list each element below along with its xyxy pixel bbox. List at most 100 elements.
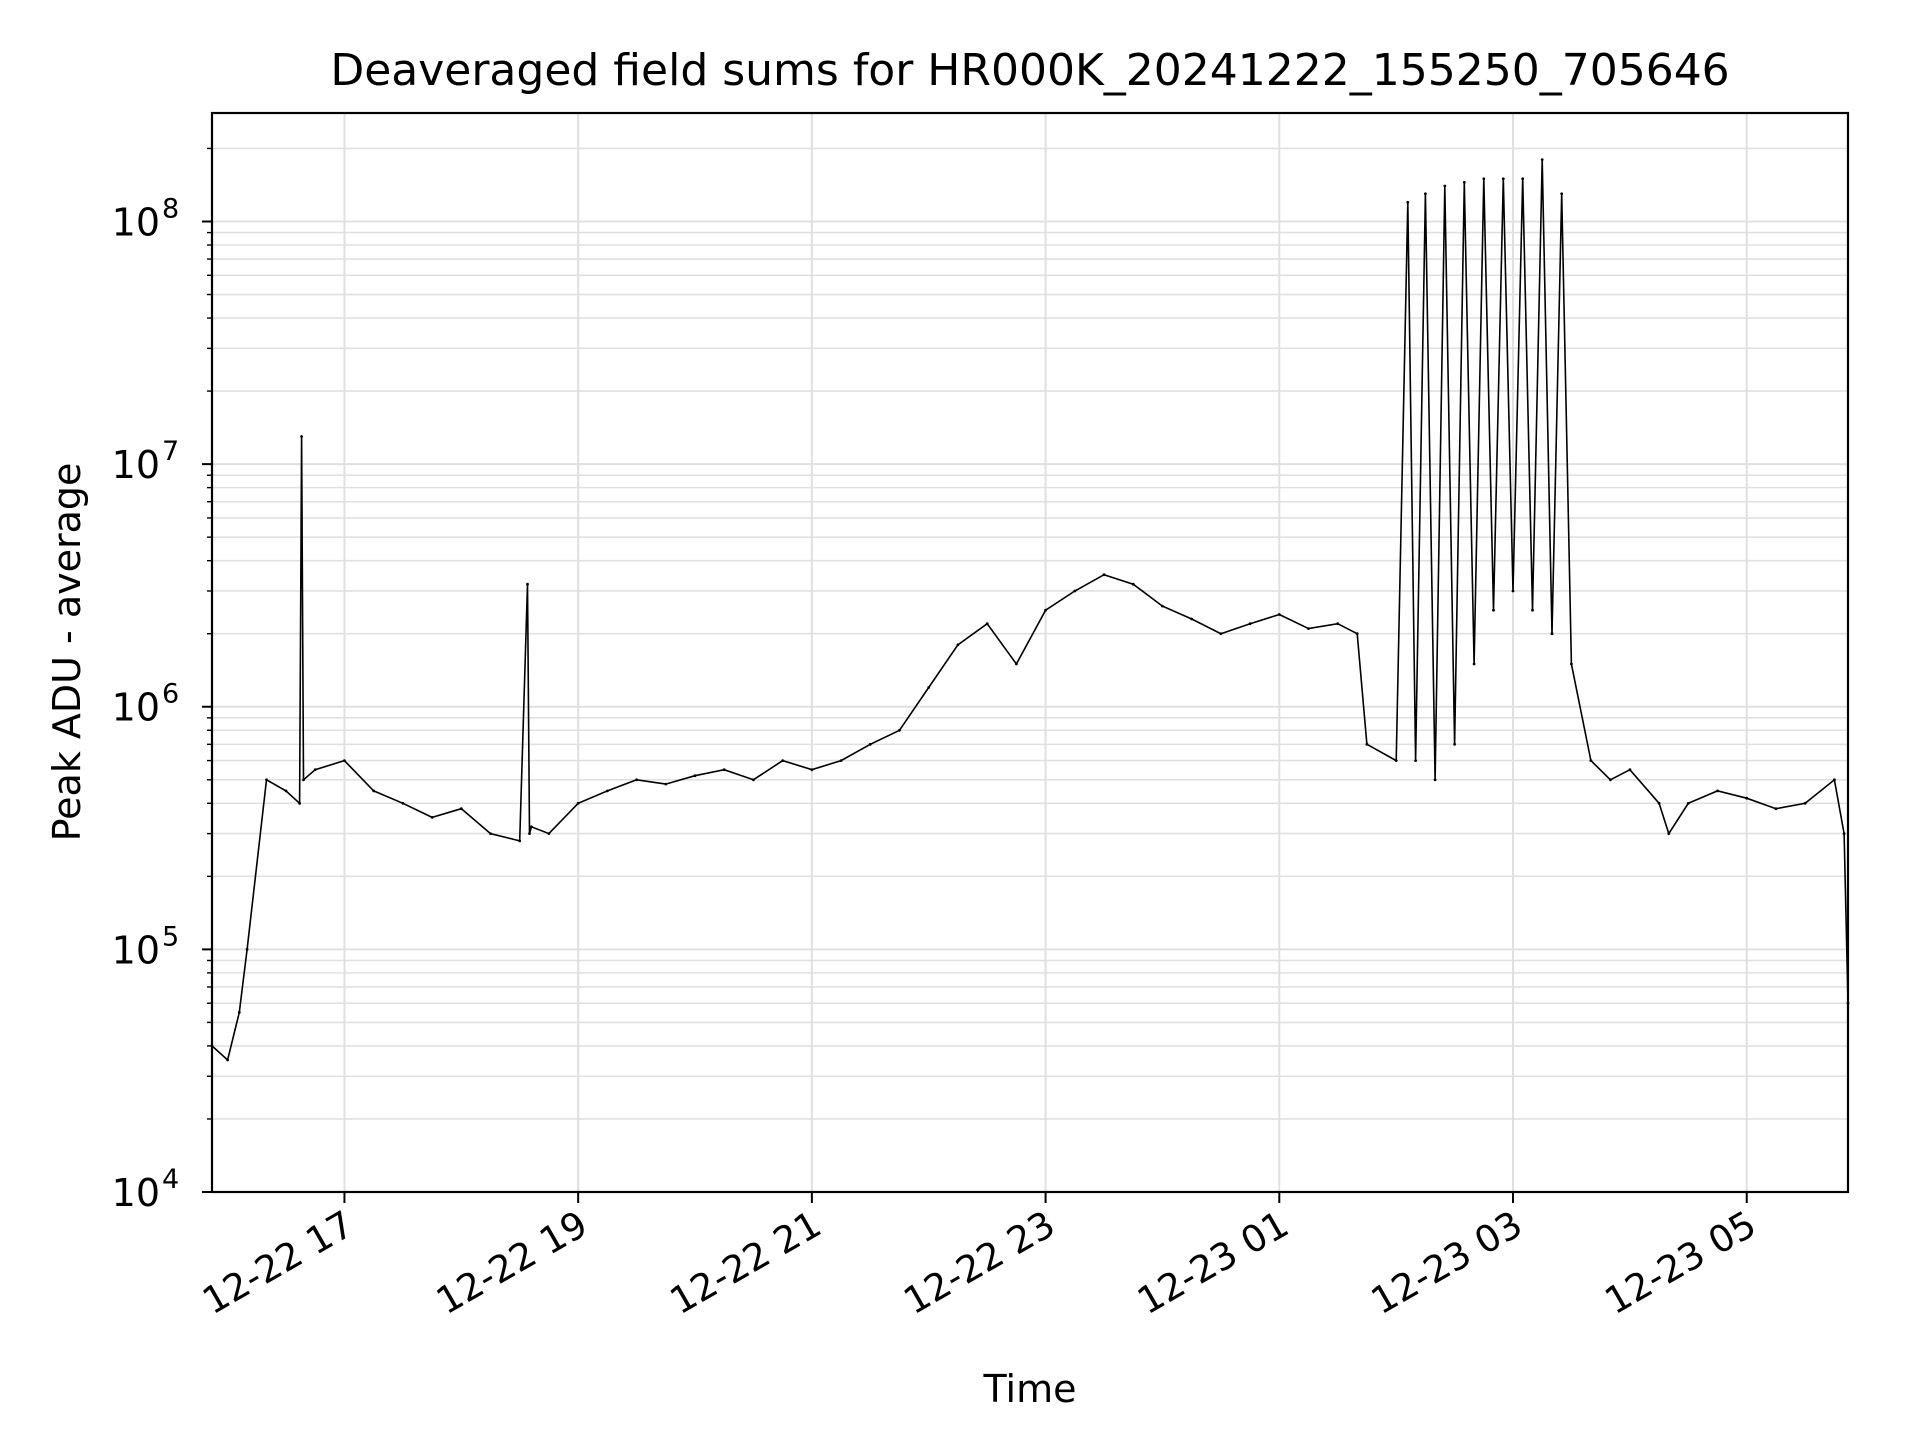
data-point bbox=[459, 807, 463, 811]
data-point bbox=[1424, 192, 1427, 196]
data-point bbox=[528, 832, 531, 835]
data-point bbox=[1482, 177, 1486, 181]
data-point bbox=[300, 435, 303, 438]
y-tick-label: 10 bbox=[112, 200, 160, 244]
data-point bbox=[1589, 759, 1593, 762]
data-point bbox=[1453, 742, 1456, 746]
data-point bbox=[1336, 622, 1340, 626]
data-point bbox=[1492, 608, 1495, 612]
data-point bbox=[518, 839, 522, 843]
data-point bbox=[1570, 662, 1573, 666]
grid-layer bbox=[212, 113, 1848, 1193]
data-point bbox=[810, 768, 814, 772]
data-point bbox=[576, 801, 580, 805]
data-point bbox=[245, 948, 249, 951]
data-point bbox=[1161, 604, 1164, 608]
data-point bbox=[1102, 573, 1106, 577]
data-point bbox=[1406, 200, 1410, 204]
data-point bbox=[927, 686, 931, 689]
data-point bbox=[1716, 789, 1719, 793]
data-point bbox=[1307, 627, 1310, 630]
data-point bbox=[1521, 177, 1525, 181]
y-tick-exponent: 8 bbox=[162, 193, 179, 224]
data-point bbox=[1609, 778, 1612, 782]
data-point bbox=[1277, 613, 1281, 616]
data-point bbox=[1531, 608, 1534, 612]
data-point bbox=[547, 832, 551, 835]
data-point bbox=[401, 801, 405, 805]
data-point bbox=[985, 622, 989, 626]
data-point bbox=[1560, 192, 1564, 196]
plot-frame bbox=[210, 111, 1850, 1194]
y-tick-exponent: 4 bbox=[162, 1164, 179, 1195]
data-point bbox=[1414, 759, 1417, 762]
data-point bbox=[956, 643, 960, 647]
data-point bbox=[1462, 180, 1466, 184]
y-axis-label: Peak ADU - average bbox=[45, 463, 89, 842]
data-point bbox=[298, 801, 301, 805]
data-point bbox=[781, 759, 785, 762]
data-point bbox=[265, 778, 268, 782]
data-point bbox=[1044, 608, 1047, 612]
data-point bbox=[1073, 589, 1077, 593]
data-point bbox=[284, 789, 288, 793]
data-point bbox=[1131, 582, 1135, 586]
data-point bbox=[372, 789, 376, 793]
data-point bbox=[1394, 759, 1398, 762]
series-layer bbox=[210, 158, 1850, 1062]
data-point bbox=[1842, 832, 1846, 835]
data-point bbox=[1540, 158, 1544, 162]
data-point bbox=[313, 768, 317, 772]
data-point bbox=[489, 832, 492, 835]
data-point bbox=[664, 782, 668, 786]
data-point bbox=[752, 778, 755, 782]
data-point bbox=[530, 825, 533, 829]
y-tick-exponent: 7 bbox=[162, 436, 179, 467]
data-point bbox=[1803, 801, 1807, 805]
data-point bbox=[1686, 801, 1690, 805]
data-point bbox=[1501, 177, 1505, 181]
data-point bbox=[868, 742, 872, 746]
data-point bbox=[1472, 662, 1476, 666]
data-point bbox=[1774, 807, 1778, 811]
data-point bbox=[1833, 778, 1836, 782]
data-point bbox=[1219, 632, 1223, 636]
x-axis-label: Time bbox=[983, 1367, 1077, 1411]
data-point bbox=[1015, 662, 1018, 666]
data-point bbox=[302, 778, 305, 782]
data-point bbox=[1657, 801, 1661, 805]
data-point bbox=[1550, 632, 1554, 636]
data-point bbox=[1628, 768, 1632, 772]
data-point bbox=[839, 759, 843, 762]
y-tick-label: 10 bbox=[112, 443, 160, 487]
y-tick-exponent: 5 bbox=[162, 921, 179, 952]
y-tick-label: 10 bbox=[112, 686, 160, 730]
series-line bbox=[211, 159, 1849, 1062]
data-point bbox=[1355, 632, 1359, 636]
data-point bbox=[635, 778, 638, 782]
data-point bbox=[237, 1011, 241, 1014]
data-point bbox=[226, 1058, 230, 1062]
data-point bbox=[606, 789, 609, 793]
data-point bbox=[1190, 617, 1194, 621]
chart-title: Deaveraged field sums for HR000K_2024122… bbox=[330, 45, 1729, 96]
data-point bbox=[1667, 832, 1671, 835]
data-point bbox=[526, 582, 529, 586]
y-tick-label: 10 bbox=[112, 1171, 160, 1215]
data-point bbox=[1248, 622, 1252, 626]
data-point bbox=[343, 759, 346, 762]
y-tick-exponent: 6 bbox=[162, 679, 179, 710]
data-point bbox=[693, 774, 697, 778]
data-point bbox=[1433, 778, 1437, 782]
data-point bbox=[430, 816, 434, 819]
data-point bbox=[1511, 589, 1515, 593]
data-point bbox=[1443, 184, 1447, 188]
data-point bbox=[1745, 796, 1749, 800]
data-point bbox=[1365, 742, 1369, 746]
data-point bbox=[722, 768, 726, 772]
y-tick-label: 10 bbox=[112, 928, 160, 972]
data-point bbox=[898, 728, 901, 732]
